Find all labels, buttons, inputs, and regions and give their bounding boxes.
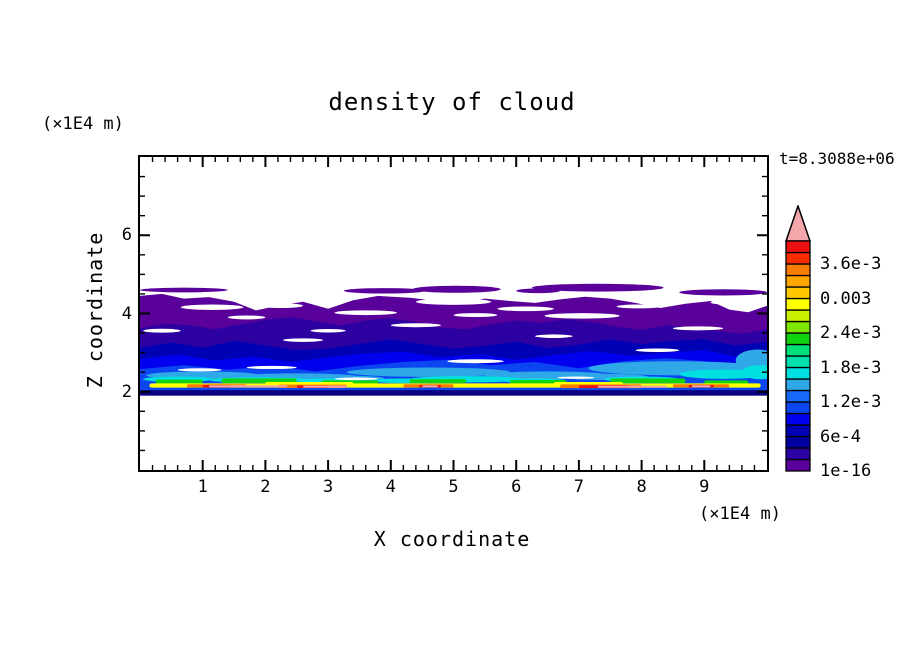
colorbar-label: 2.4e-3 (820, 323, 882, 343)
cloud-base-line (140, 390, 767, 396)
cloud-white-gap (334, 377, 379, 381)
colorbar-scale (784, 203, 812, 472)
cloud-top-patch (343, 288, 426, 294)
y-tick-label: 4 (121, 303, 132, 324)
streak-pink-overflow (691, 385, 711, 388)
colorbar-segment (785, 366, 811, 380)
y-tick-label: 6 (121, 225, 132, 246)
cloud-white-gap (535, 334, 573, 338)
streak-green (155, 379, 203, 384)
colorbar-label: 1.8e-3 (820, 357, 882, 378)
cloud-white-gap (177, 368, 222, 372)
colorbar-segment (785, 286, 811, 300)
colorbar-segment (785, 332, 811, 346)
cloud-top-patch (140, 287, 228, 293)
cloud-white-gap (710, 300, 761, 305)
colorbar-segment (785, 251, 811, 265)
colorbar-segment (785, 240, 811, 254)
cloud-top-patch (412, 285, 501, 293)
streak-pink-overflow (208, 385, 288, 388)
x-tick-label: 9 (699, 477, 710, 497)
cloud-white-gap (310, 328, 346, 333)
contour-plot (140, 157, 767, 470)
cloud-white-gap (556, 376, 595, 379)
plot-frame (138, 155, 769, 472)
x-axis-label: X coordinate (373, 527, 531, 551)
cloud-white-gap (447, 359, 504, 364)
contour-blob-sky-blue (346, 367, 510, 377)
colorbar-label: 6e-4 (820, 426, 861, 447)
colorbar-segment (785, 309, 811, 323)
x-tick-label: 3 (322, 477, 334, 497)
plot-title: density of cloud (328, 88, 576, 116)
streak-green (509, 380, 567, 384)
streak-yellow (265, 381, 354, 386)
x-tick-label: 2 (260, 477, 271, 497)
cloud-white-gap (544, 313, 620, 319)
cloud-top-patch (679, 289, 767, 296)
x-tick-label: 1 (197, 477, 208, 497)
x-tick-label: 7 (573, 477, 585, 497)
colorbar-segment (785, 412, 811, 426)
cloud-white-gap (227, 315, 266, 320)
cloud-white-gap (259, 303, 304, 309)
cloud-top-patch (516, 288, 561, 294)
colorbar-label: 0.003 (820, 288, 872, 309)
cloud-white-gap (672, 326, 724, 331)
colorbar-segment (785, 378, 811, 392)
cloud-white-gap (246, 365, 297, 370)
colorbar-segment (785, 274, 811, 288)
colorbar-overflow-arrow (784, 203, 812, 242)
contour-blob-cyan (741, 365, 767, 380)
colorbar-label: 1.2e-3 (820, 392, 882, 412)
cloud-white-gap (334, 310, 398, 316)
streak-green (409, 379, 467, 384)
x-tick-label: 8 (636, 477, 647, 497)
time-label: t=8.3088e+06 (779, 149, 895, 168)
cloud-white-gap (180, 304, 244, 310)
cloud-white-gap (616, 304, 661, 309)
cloud-white-gap (497, 306, 554, 312)
cloud-white-gap (282, 338, 324, 342)
cloud-white-gap (453, 313, 498, 318)
x-axis-unit: (×1E4 m) (699, 504, 781, 524)
y-tick-label: 2 (121, 381, 132, 402)
colorbar-segment (785, 447, 811, 461)
cloud-white-gap (143, 328, 181, 333)
colorbar-label: 3.6e-3 (820, 254, 882, 274)
x-tick-label: 6 (511, 477, 522, 497)
cloud-white-gap (415, 298, 492, 305)
streak-pink-overflow (597, 385, 667, 388)
streak-pink-overflow (422, 385, 438, 388)
colorbar-segment (785, 389, 811, 403)
colorbar-segment (785, 343, 811, 357)
cloud-top-patch (531, 283, 664, 292)
streak-green (610, 378, 686, 384)
cloud-white-gap (635, 348, 680, 353)
streak-pink-overflow (303, 385, 347, 388)
y-axis-unit: (×1E4 m) (42, 114, 124, 134)
colorbar-segment (785, 424, 811, 438)
colorbar (784, 203, 812, 473)
x-tick-label: 5 (448, 477, 459, 497)
cloud-white-gap (390, 323, 441, 328)
colorbar-segment (785, 458, 811, 472)
colorbar-segment (785, 355, 811, 369)
colorbar-segment (785, 263, 811, 277)
colorbar-segment (785, 320, 811, 334)
streak-yellow (553, 381, 623, 386)
colorbar-segment (785, 401, 811, 415)
x-tick-label: 4 (385, 477, 396, 497)
colorbar-segment (785, 297, 811, 311)
colorbar-label: 1e-16 (820, 461, 872, 481)
colorbar-segment (785, 435, 811, 449)
